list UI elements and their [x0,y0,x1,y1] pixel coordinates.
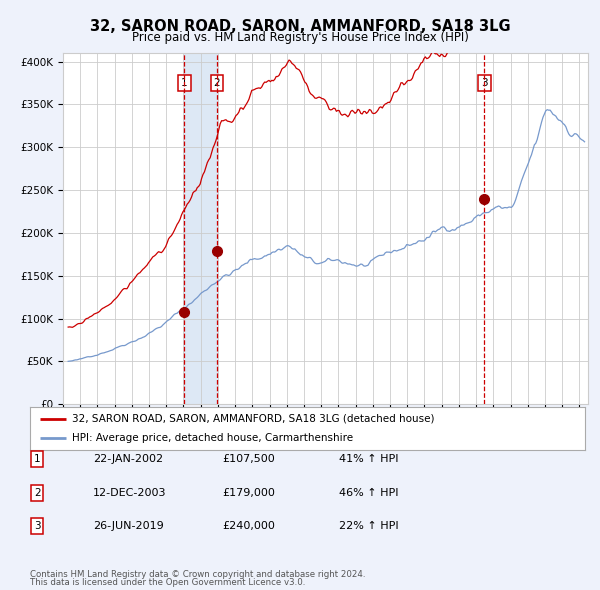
Text: 22-JAN-2002: 22-JAN-2002 [93,454,163,464]
Text: 2: 2 [34,488,41,497]
Text: Price paid vs. HM Land Registry's House Price Index (HPI): Price paid vs. HM Land Registry's House … [131,31,469,44]
Text: £240,000: £240,000 [222,522,275,531]
Text: 41% ↑ HPI: 41% ↑ HPI [339,454,398,464]
Bar [184,53,217,404]
Text: This data is licensed under the Open Government Licence v3.0.: This data is licensed under the Open Gov… [30,578,305,587]
Text: 26-JUN-2019: 26-JUN-2019 [93,522,164,531]
Text: 2: 2 [214,78,220,88]
Text: 1: 1 [34,454,41,464]
Text: 3: 3 [34,522,41,531]
Text: HPI: Average price, detached house, Carmarthenshire: HPI: Average price, detached house, Carm… [71,433,353,443]
Text: 22% ↑ HPI: 22% ↑ HPI [339,522,398,531]
Text: 3: 3 [481,78,488,88]
Text: Contains HM Land Registry data © Crown copyright and database right 2024.: Contains HM Land Registry data © Crown c… [30,571,365,579]
Text: 46% ↑ HPI: 46% ↑ HPI [339,488,398,497]
Text: £107,500: £107,500 [222,454,275,464]
Text: £179,000: £179,000 [222,488,275,497]
Text: 32, SARON ROAD, SARON, AMMANFORD, SA18 3LG (detached house): 32, SARON ROAD, SARON, AMMANFORD, SA18 3… [71,414,434,424]
Text: 1: 1 [181,78,188,88]
Text: 32, SARON ROAD, SARON, AMMANFORD, SA18 3LG: 32, SARON ROAD, SARON, AMMANFORD, SA18 3… [89,19,511,34]
Text: 12-DEC-2003: 12-DEC-2003 [93,488,167,497]
